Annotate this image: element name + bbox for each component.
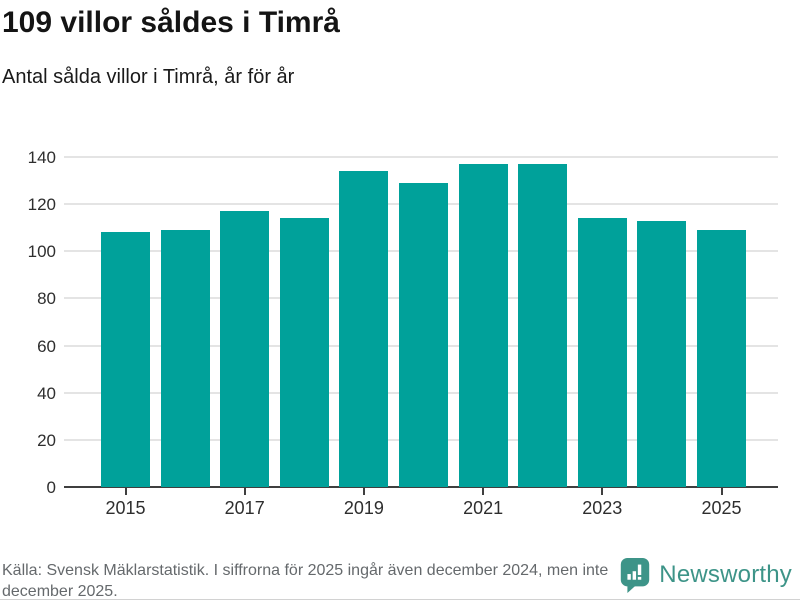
bar-2025 (697, 230, 746, 487)
y-axis-tick-label: 40 (37, 383, 56, 403)
newsworthy-bubble-chart-icon (621, 557, 650, 593)
y-axis-tick-label: 140 (27, 148, 56, 167)
x-axis-tick (482, 488, 485, 495)
newsworthy-logo: Newsworthy (619, 557, 792, 593)
bar-2015 (101, 232, 150, 487)
x-axis-tick-label: 2025 (701, 498, 742, 518)
bar-2018 (279, 218, 329, 487)
x-axis-tick-label: 2023 (582, 498, 623, 518)
x-axis-tick-label: 2021 (463, 498, 504, 518)
x-axis-tick (362, 488, 365, 495)
bar-2023 (577, 218, 627, 487)
newsworthy-wordmark: Newsworthy (659, 561, 792, 588)
y-axis-tick-label: 20 (37, 430, 56, 450)
x-axis-tick-label: 2017 (224, 498, 265, 518)
source-note: Källa: Svensk Mäklarstatistik. I siffror… (2, 562, 609, 600)
x-axis-tick (601, 488, 604, 495)
gridline (64, 156, 778, 158)
bar-2017 (220, 211, 270, 487)
bar-2021 (458, 164, 508, 487)
chart-title: 109 villor såldes i Timrå (2, 6, 340, 39)
x-axis-tick-label: 2015 (105, 498, 146, 518)
chart-subtitle: Antal sålda villor i Timrå, år för år (2, 66, 295, 88)
bar-2024 (637, 220, 687, 487)
bar-2016 (160, 230, 210, 487)
y-axis-tick-label: 80 (37, 289, 56, 309)
y-axis-tick-label: 60 (37, 336, 56, 356)
bar-2019 (339, 171, 389, 487)
x-axis-tick (243, 488, 246, 495)
x-axis-tick (720, 488, 723, 495)
x-axis-line (64, 486, 778, 488)
x-axis-tick-label: 2019 (343, 498, 384, 518)
y-axis-tick-label: 0 (46, 478, 56, 497)
bar-2022 (518, 164, 568, 487)
bar-2020 (399, 182, 448, 487)
y-axis-tick-label: 120 (27, 195, 56, 215)
x-axis-tick (124, 488, 127, 495)
y-axis-tick-label: 100 (27, 242, 56, 262)
